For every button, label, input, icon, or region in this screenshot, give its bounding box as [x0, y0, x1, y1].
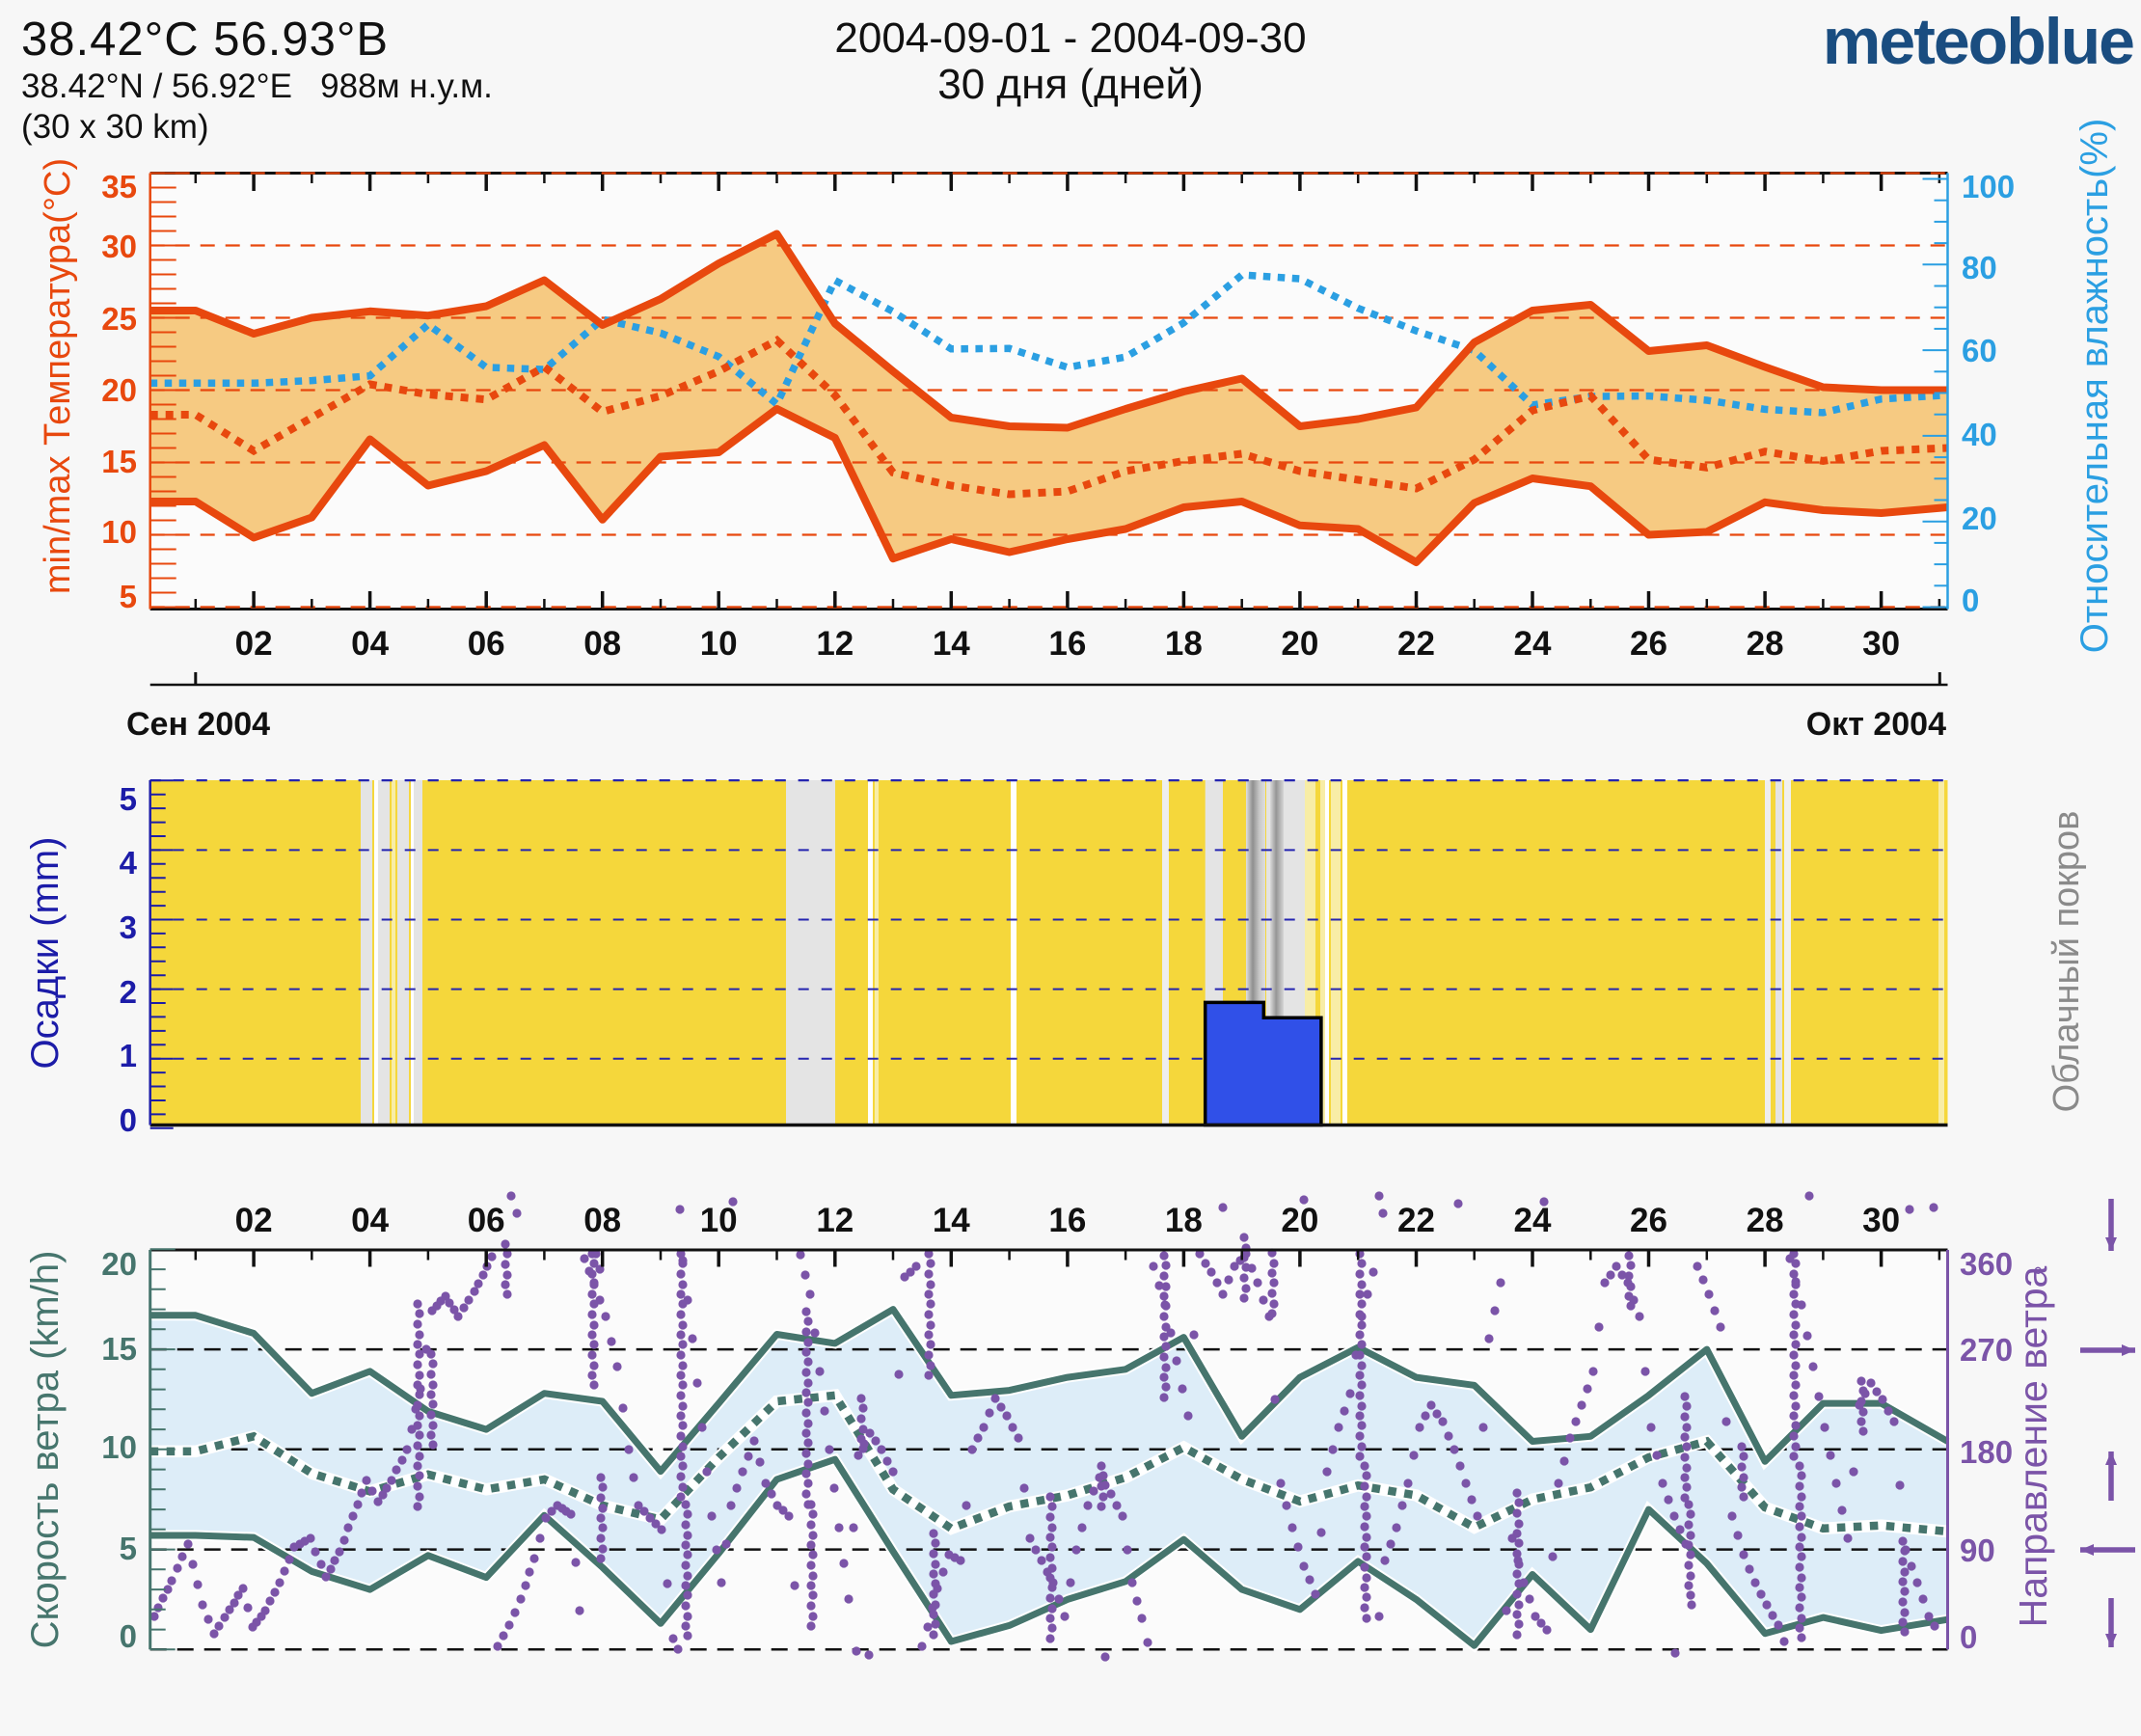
- svg-text:60: 60: [1962, 333, 1997, 368]
- svg-text:18: 18: [1165, 625, 1203, 663]
- svg-text:5: 5: [120, 579, 137, 614]
- svg-text:16: 16: [1048, 1202, 1086, 1239]
- svg-text:180: 180: [1960, 1434, 2013, 1470]
- svg-text:0: 0: [120, 1618, 137, 1654]
- svg-text:20: 20: [101, 372, 137, 408]
- svg-text:2: 2: [120, 974, 137, 1010]
- svg-text:12: 12: [816, 625, 854, 663]
- svg-text:270: 270: [1960, 1332, 2013, 1368]
- svg-text:Окт 2004: Окт 2004: [1806, 706, 1946, 743]
- svg-text:5: 5: [120, 781, 137, 817]
- svg-text:22: 22: [1397, 1202, 1435, 1239]
- svg-text:35: 35: [101, 169, 137, 204]
- svg-text:04: 04: [351, 1202, 389, 1239]
- svg-text:3: 3: [120, 909, 137, 945]
- svg-text:Облачный покров: Облачный покров: [2046, 811, 2087, 1113]
- svg-text:38.42°N / 56.92°E 988м н.у.м: 38.42°N / 56.92°E 988м н.у.м.: [21, 68, 493, 105]
- svg-text:04: 04: [351, 625, 389, 663]
- svg-text:°: °: [2033, 1261, 2043, 1290]
- svg-text:2004-09-01 - 2004-09-30: 2004-09-01 - 2004-09-30: [834, 14, 1306, 62]
- svg-text:30: 30: [101, 229, 137, 264]
- svg-text:5: 5: [120, 1531, 137, 1566]
- svg-text:06: 06: [468, 1202, 505, 1239]
- svg-text:1: 1: [120, 1038, 137, 1073]
- svg-text:Сен 2004: Сен 2004: [126, 706, 270, 743]
- svg-text:100: 100: [1962, 169, 2015, 204]
- svg-text:40: 40: [1962, 417, 1997, 452]
- svg-text:Направление ветра: Направление ветра: [2011, 1265, 2055, 1627]
- svg-text:15: 15: [101, 444, 137, 479]
- svg-text:Осадки (mm): Осадки (mm): [24, 837, 67, 1070]
- svg-text:Скорость ветра (km/h): Скорость ветра (km/h): [24, 1251, 67, 1649]
- svg-text:15: 15: [101, 1331, 137, 1367]
- svg-text:10: 10: [700, 625, 738, 663]
- svg-text:20: 20: [1281, 625, 1318, 663]
- svg-text:24: 24: [1514, 1202, 1552, 1239]
- svg-text:26: 26: [1630, 625, 1667, 663]
- svg-text:12: 12: [816, 1202, 854, 1239]
- svg-text:10: 10: [700, 1202, 738, 1239]
- svg-text:90: 90: [1960, 1533, 1995, 1568]
- svg-text:38.42°C 56.93°В: 38.42°C 56.93°В: [21, 14, 389, 66]
- svg-text:28: 28: [1747, 625, 1784, 663]
- svg-text:08: 08: [583, 625, 621, 663]
- svg-text:min/max Температура(°C): min/max Температура(°C): [38, 158, 78, 594]
- svg-text:80: 80: [1962, 250, 1997, 285]
- svg-text:(30 x 30 km): (30 x 30 km): [21, 108, 209, 146]
- svg-text:360: 360: [1960, 1246, 2013, 1282]
- svg-text:26: 26: [1630, 1202, 1667, 1239]
- svg-text:Относительная влажность(%): Относительная влажность(%): [2073, 119, 2116, 654]
- svg-text:24: 24: [1514, 625, 1552, 663]
- svg-text:20: 20: [1281, 1202, 1318, 1239]
- svg-text:06: 06: [468, 625, 505, 663]
- svg-text:10: 10: [101, 1429, 137, 1465]
- svg-text:02: 02: [235, 625, 273, 663]
- svg-text:25: 25: [101, 301, 137, 337]
- svg-text:18: 18: [1165, 1202, 1203, 1239]
- svg-text:0: 0: [1960, 1619, 1977, 1655]
- svg-text:22: 22: [1397, 625, 1435, 663]
- svg-text:10: 10: [101, 514, 137, 550]
- svg-text:28: 28: [1747, 1202, 1784, 1239]
- svg-text:16: 16: [1048, 625, 1086, 663]
- svg-text:4: 4: [120, 845, 138, 881]
- svg-text:02: 02: [235, 1202, 273, 1239]
- svg-text:20: 20: [1962, 501, 1997, 536]
- svg-text:08: 08: [583, 1202, 621, 1239]
- svg-text:20: 20: [101, 1246, 137, 1282]
- svg-text:14: 14: [933, 625, 970, 663]
- svg-text:30 дня (дней): 30 дня (дней): [937, 61, 1204, 108]
- svg-text:30: 30: [1862, 625, 1900, 663]
- svg-text:0: 0: [1962, 583, 1979, 618]
- svg-text:0: 0: [120, 1102, 137, 1138]
- svg-text:30: 30: [1862, 1202, 1900, 1239]
- svg-text:meteoblue: meteoblue: [1823, 5, 2133, 78]
- svg-text:14: 14: [933, 1202, 970, 1239]
